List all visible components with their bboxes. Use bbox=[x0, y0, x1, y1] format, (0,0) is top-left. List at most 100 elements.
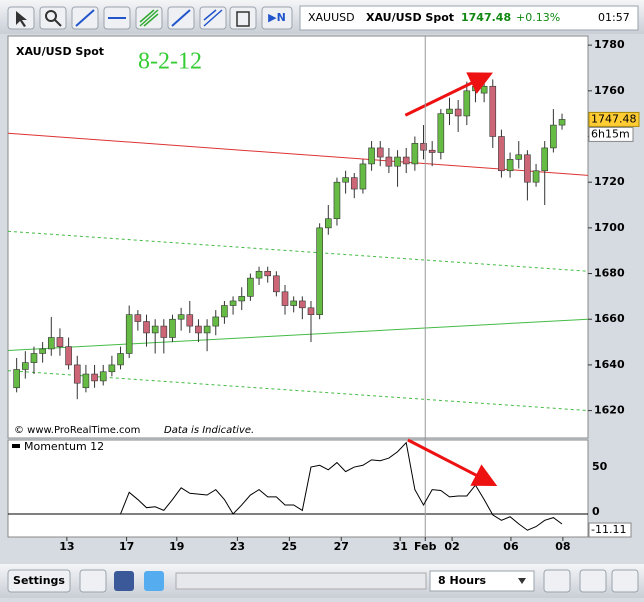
chart-title: XAU/USD Spot bbox=[16, 45, 104, 58]
candle-body bbox=[117, 353, 124, 366]
candle-body bbox=[394, 156, 401, 167]
symbol: XAUUSD bbox=[308, 11, 355, 24]
arrow bbox=[407, 438, 498, 487]
candle-body bbox=[221, 305, 228, 318]
x-tick-label: 27 bbox=[334, 540, 349, 553]
print-button[interactable] bbox=[79, 569, 107, 593]
candle-body bbox=[56, 337, 64, 347]
y-tick-label: 1680 bbox=[594, 267, 625, 280]
candle-body bbox=[480, 85, 488, 94]
candle-body bbox=[411, 143, 419, 165]
candle-body bbox=[125, 314, 133, 354]
x-tick-label: 25 bbox=[282, 540, 297, 553]
candle-body bbox=[446, 108, 453, 114]
y-tick-label: 1700 bbox=[594, 221, 625, 234]
quote-box bbox=[299, 5, 639, 31]
candle-body bbox=[489, 85, 497, 137]
candle-body bbox=[238, 296, 246, 302]
instrument-name: XAU/USD Spot bbox=[366, 11, 454, 24]
candle-body bbox=[541, 147, 549, 172]
legend-swatch bbox=[12, 444, 20, 448]
settings-label: Settings bbox=[13, 574, 65, 587]
candle-body bbox=[65, 346, 72, 366]
candle-body bbox=[342, 177, 349, 183]
facebook-button[interactable] bbox=[114, 571, 134, 591]
candle-body bbox=[255, 270, 263, 279]
momentum-title: Momentum 12 bbox=[24, 440, 104, 453]
candle-body bbox=[151, 325, 159, 334]
candle-body bbox=[299, 300, 306, 309]
candle-body bbox=[428, 149, 436, 153]
note: Data is Indicative. bbox=[164, 425, 254, 436]
candle-body bbox=[134, 314, 142, 322]
candle-body bbox=[264, 270, 272, 277]
last-price-box bbox=[588, 111, 640, 127]
candle-body bbox=[290, 300, 297, 306]
tool-buttons[interactable]: ▶N bbox=[7, 6, 293, 30]
candle-body bbox=[47, 337, 55, 350]
candle-body bbox=[212, 316, 220, 327]
y-tick-label: 50 bbox=[592, 460, 608, 473]
candle-body bbox=[82, 373, 90, 389]
candle-body bbox=[368, 147, 375, 165]
trend-line bbox=[7, 132, 589, 176]
quote-change: +0.13% bbox=[516, 11, 560, 24]
candle-body bbox=[160, 325, 168, 338]
candle-body bbox=[143, 321, 150, 334]
countdown: 6h15m bbox=[591, 127, 630, 140]
candle-body bbox=[195, 325, 202, 334]
y-tick-label: 1760 bbox=[594, 84, 625, 97]
candle-body bbox=[498, 136, 505, 172]
x-tick-label: 31 bbox=[392, 540, 407, 553]
source: © www.ProRealTime.com bbox=[14, 425, 140, 436]
svg-text:▶N: ▶N bbox=[268, 11, 286, 24]
y-tick-label: 1620 bbox=[594, 404, 625, 417]
y-tick-label: 1660 bbox=[594, 312, 625, 325]
candle-body bbox=[247, 277, 254, 297]
candle-body bbox=[524, 154, 531, 183]
candle-body bbox=[177, 314, 185, 320]
momentum-panel bbox=[7, 439, 589, 538]
candle-body bbox=[186, 314, 194, 327]
countdown-box bbox=[588, 126, 634, 142]
last-value-box bbox=[588, 522, 632, 538]
twitter-button[interactable] bbox=[144, 571, 164, 591]
candle-body bbox=[506, 159, 514, 172]
candle-body bbox=[402, 156, 410, 165]
x-tick-label: 17 bbox=[119, 540, 134, 553]
candle-body bbox=[454, 108, 462, 117]
y-tick-label: 1640 bbox=[594, 358, 625, 371]
candle-body bbox=[203, 325, 211, 334]
x-tick-label: 19 bbox=[169, 540, 184, 553]
scrollbar[interactable] bbox=[175, 572, 427, 590]
candle-body bbox=[463, 90, 471, 117]
last-price: 1747.48 bbox=[591, 112, 637, 125]
timeframe-select[interactable] bbox=[429, 570, 535, 592]
candle-body bbox=[99, 371, 107, 382]
candle-body bbox=[13, 369, 20, 389]
y-tick-label: 1780 bbox=[594, 38, 625, 51]
y-tick-label: 0 bbox=[592, 505, 600, 518]
x-tick-label: 13 bbox=[59, 540, 74, 553]
candle-body bbox=[472, 85, 479, 92]
zoom-in[interactable] bbox=[611, 569, 639, 593]
last-value: -11.11 bbox=[591, 523, 626, 536]
x-tick-label: Feb bbox=[414, 540, 437, 553]
x-tick-label: 23 bbox=[230, 540, 245, 553]
settings-button[interactable] bbox=[7, 569, 71, 593]
candle-body bbox=[281, 291, 289, 306]
candle-body bbox=[550, 124, 557, 149]
candle-body bbox=[73, 364, 81, 384]
candle-body bbox=[30, 353, 38, 363]
zoom-out[interactable] bbox=[579, 569, 607, 593]
momentum-line bbox=[120, 441, 563, 531]
candle-body bbox=[385, 156, 393, 167]
zoom-fit[interactable] bbox=[543, 569, 571, 593]
candle-body bbox=[376, 147, 384, 158]
candle-body bbox=[229, 300, 237, 306]
candle-body bbox=[515, 154, 523, 160]
x-tick-label: 06 bbox=[503, 540, 519, 553]
trend-line bbox=[7, 318, 589, 352]
